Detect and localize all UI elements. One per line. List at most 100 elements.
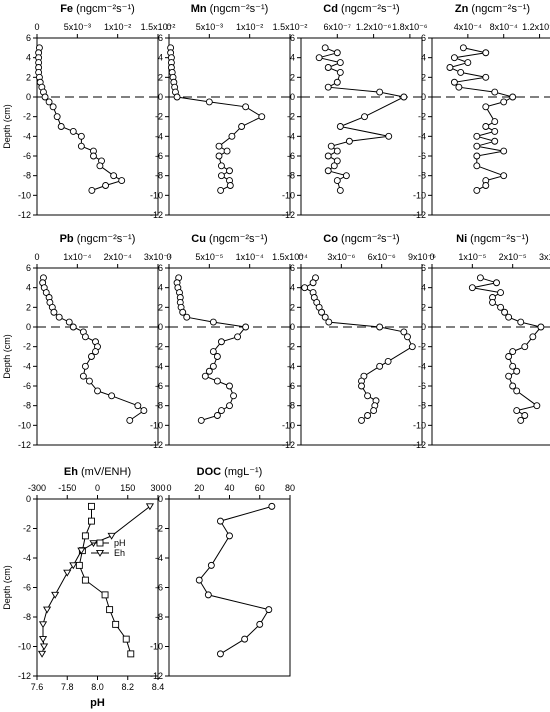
x-tick-label: 0 bbox=[95, 483, 100, 493]
data-point bbox=[404, 333, 411, 341]
y-tick-label: -8 bbox=[23, 612, 31, 622]
data-point bbox=[505, 372, 513, 380]
plot-frame bbox=[36, 498, 159, 677]
data-point bbox=[92, 348, 99, 356]
data-point bbox=[127, 650, 135, 658]
data-point bbox=[88, 186, 96, 194]
data-point bbox=[102, 182, 110, 189]
data-point bbox=[321, 44, 329, 52]
data-point bbox=[81, 362, 89, 370]
data-point bbox=[216, 517, 224, 525]
y-axis-label: Depth (cm) bbox=[2, 565, 12, 610]
data-point bbox=[505, 313, 513, 321]
data-point bbox=[324, 167, 332, 175]
unit-label: (mgL⁻¹) bbox=[221, 466, 262, 478]
data-point bbox=[468, 284, 476, 292]
data-point bbox=[318, 308, 326, 316]
series-line bbox=[198, 505, 273, 655]
data-point bbox=[122, 635, 130, 643]
y-tick-label: 4 bbox=[26, 283, 31, 293]
y-tick-label: -8 bbox=[287, 171, 295, 181]
data-point bbox=[112, 620, 120, 628]
data-point bbox=[301, 284, 309, 292]
chart-title: DOC (mgL⁻¹) bbox=[197, 466, 263, 478]
data-point bbox=[238, 123, 246, 130]
data-point bbox=[217, 172, 225, 180]
y-tick-label: 6 bbox=[158, 263, 163, 273]
plot-frame bbox=[300, 37, 423, 216]
y-tick-label: 6 bbox=[421, 33, 426, 43]
x-tick-label: 80 bbox=[285, 483, 295, 493]
x-tick-label: 7.8 bbox=[61, 682, 74, 692]
y-tick-label: -4 bbox=[418, 361, 426, 371]
data-point bbox=[38, 636, 48, 644]
data-point bbox=[241, 635, 249, 643]
y-tick-label: -10 bbox=[413, 420, 426, 430]
data-point bbox=[87, 502, 95, 510]
data-point bbox=[69, 127, 77, 135]
y-tick-label: -2 bbox=[287, 342, 295, 352]
data-point bbox=[87, 353, 95, 360]
plot-frame bbox=[431, 267, 550, 446]
data-point bbox=[213, 353, 221, 360]
element-name: Eh bbox=[64, 466, 78, 478]
x-tick-label: 9x10⁻⁶ bbox=[408, 252, 436, 262]
data-point bbox=[101, 591, 109, 599]
data-point bbox=[333, 177, 341, 185]
chart-title: Cu (ngcm⁻²s⁻¹) bbox=[191, 233, 267, 245]
y-tick-label: -12 bbox=[18, 440, 31, 450]
y-tick-label: -6 bbox=[155, 381, 163, 391]
x-tick-label: 8.0 bbox=[91, 682, 104, 692]
data-point bbox=[325, 318, 333, 326]
data-point bbox=[42, 606, 52, 614]
data-point bbox=[81, 532, 89, 540]
plot-frame bbox=[36, 267, 159, 446]
y-tick-label: 6 bbox=[26, 263, 31, 273]
data-point bbox=[473, 132, 481, 140]
data-point bbox=[268, 502, 276, 510]
x-tick-label: 1.5x10⁻⁴ bbox=[272, 252, 308, 262]
y-tick-label: -2 bbox=[287, 112, 295, 122]
y-tick-label: -6 bbox=[155, 151, 163, 161]
element-name: Zn bbox=[455, 3, 469, 15]
x-tick-label: 0 bbox=[34, 22, 39, 32]
chart-title: Cd (ngcm⁻²s⁻¹) bbox=[323, 3, 399, 15]
data-point bbox=[217, 407, 225, 415]
y-tick-label: 4 bbox=[290, 283, 295, 293]
data-point bbox=[217, 338, 225, 346]
data-point bbox=[537, 323, 545, 331]
data-point bbox=[384, 357, 392, 365]
y-tick-label: 6 bbox=[290, 33, 295, 43]
data-point bbox=[509, 362, 517, 370]
data-point bbox=[217, 186, 225, 194]
data-point bbox=[321, 313, 329, 321]
element-name: Cu bbox=[191, 233, 206, 245]
chart-zn: Zn (ngcm⁻²s⁻¹) -12 -10 -8 -6 -4 -2 0 2 4 6 4x10⁻⁴ 8x… bbox=[413, 3, 550, 220]
element-name: Fe bbox=[60, 3, 73, 15]
x-tick-label: 0 bbox=[166, 22, 171, 32]
data-point bbox=[118, 177, 126, 185]
data-point bbox=[482, 73, 490, 81]
plot-frame bbox=[431, 37, 550, 216]
y-tick-label: -12 bbox=[18, 671, 31, 681]
y-tick-label: -2 bbox=[418, 112, 426, 122]
x-tick-label: 8x10⁻⁴ bbox=[490, 22, 518, 32]
y-tick-label: -10 bbox=[282, 190, 295, 200]
data-point bbox=[216, 650, 224, 658]
y-tick-label: -8 bbox=[155, 401, 163, 411]
data-point bbox=[364, 392, 371, 400]
data-point bbox=[336, 186, 344, 194]
data-point bbox=[95, 549, 105, 557]
data-point bbox=[464, 59, 472, 67]
x-tick-label: 0 bbox=[429, 252, 434, 262]
y-tick-label: -6 bbox=[23, 151, 31, 161]
data-point bbox=[226, 182, 234, 189]
y-tick-label: 0 bbox=[290, 322, 295, 332]
data-point bbox=[333, 147, 341, 155]
data-point bbox=[358, 416, 365, 424]
y-tick-label: -6 bbox=[287, 151, 295, 161]
data-point bbox=[358, 382, 365, 390]
y-tick-label: 0 bbox=[158, 92, 163, 102]
data-point bbox=[473, 152, 481, 160]
x-tick-label: 20 bbox=[194, 483, 204, 493]
